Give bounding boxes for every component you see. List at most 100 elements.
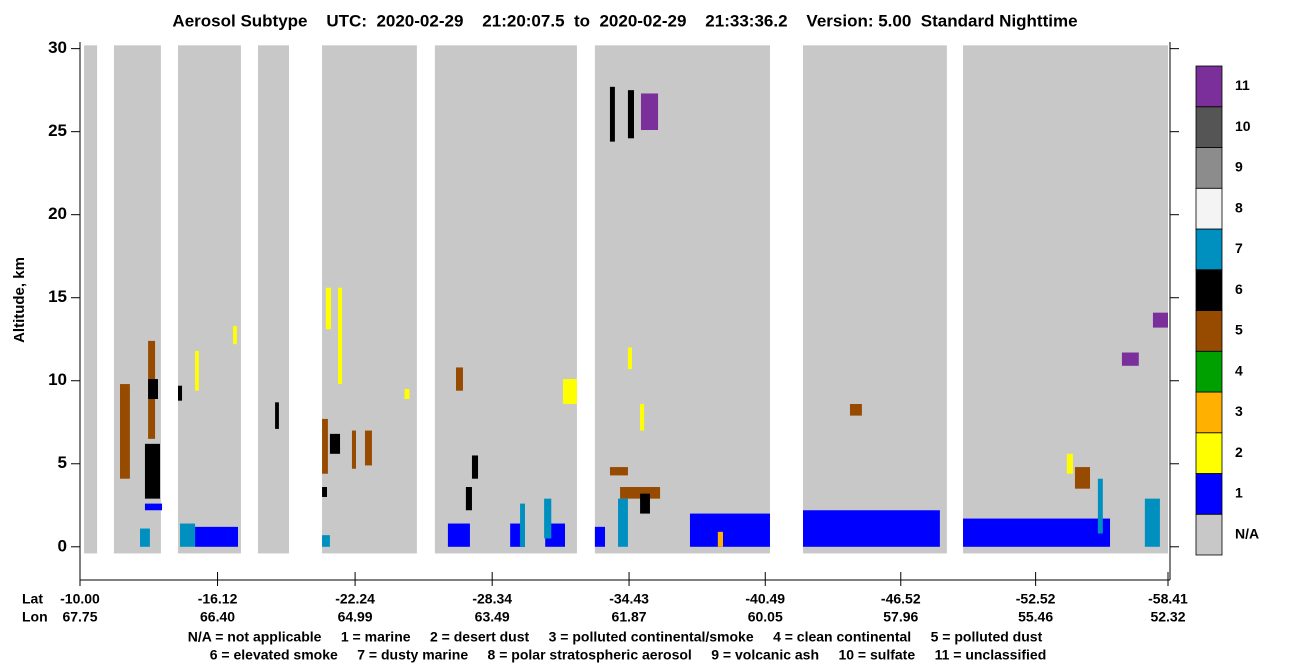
y-tick-label: 15 (48, 287, 67, 306)
aerosol-feature (148, 379, 158, 400)
y-tick-label: 20 (48, 204, 67, 223)
aerosol-feature (1074, 467, 1091, 489)
lon-tick-label: 63.49 (475, 609, 510, 625)
aerosol-feature (544, 498, 552, 539)
colorbar-swatch (1195, 310, 1223, 352)
plot-area (84, 45, 1168, 554)
x-tick-label: -28.34 (472, 591, 512, 607)
colorbar-label: 6 (1235, 281, 1243, 297)
x-tick-label: -34.43 (609, 591, 649, 607)
y-axis-label: Altitude, km (11, 257, 28, 343)
aerosol-feature (144, 443, 161, 499)
colorbar-swatch (1195, 187, 1223, 230)
colorbar-label: N/A (1235, 525, 1259, 541)
aerosol-feature (640, 93, 659, 131)
colorbar-label: 9 (1235, 159, 1243, 175)
aerosol-feature (144, 503, 163, 511)
lat-label: Lat (22, 591, 43, 607)
legend-line: 6 = elevated smoke 7 = dusty marine 8 = … (210, 647, 1047, 663)
aerosol-feature (609, 86, 615, 142)
colorbar-label: 11 (1235, 77, 1250, 93)
aerosol-feature (180, 523, 196, 547)
aerosol-feature (627, 347, 632, 370)
colorbar-label: 1 (1235, 485, 1243, 501)
colorbar-label: 4 (1235, 362, 1243, 378)
chart-title: Aerosol Subtype UTC: 2020-02-29 21:20:07… (172, 11, 1077, 30)
y-tick-label: 25 (48, 121, 67, 140)
aerosol-feature (609, 467, 628, 476)
aerosol-feature (195, 526, 238, 547)
colorbar-swatch (1195, 106, 1223, 148)
aerosol-feature (520, 503, 525, 547)
colorbar-swatch (1195, 391, 1223, 434)
no-data-profile (963, 45, 1168, 554)
aerosol-feature (351, 430, 356, 469)
aerosol-feature (275, 402, 279, 429)
aerosol-feature (640, 493, 650, 514)
aerosol-feature (618, 498, 628, 547)
lon-tick-label: 55.46 (1018, 609, 1053, 625)
no-data-profile (177, 45, 241, 554)
aerosol-feature (594, 526, 606, 547)
x-tick-label: -10.00 (60, 591, 100, 607)
aerosol-feature (177, 385, 183, 401)
aerosol-feature (120, 384, 130, 479)
aerosol-feature (627, 90, 635, 139)
aerosol-feature (1121, 352, 1139, 366)
aerosol-feature (322, 418, 328, 474)
aerosol-feature (1066, 453, 1073, 474)
y-tick-label: 30 (48, 38, 67, 57)
aerosol-feature (338, 287, 343, 385)
lon-tick-label: 64.99 (338, 609, 373, 625)
x-tick-label: -22.24 (335, 591, 375, 607)
aerosol-feature (325, 287, 332, 330)
x-tick-label: -58.41 (1148, 591, 1188, 607)
y-tick-label: 5 (58, 453, 67, 472)
y-tick-label: 10 (48, 370, 67, 389)
aerosol-feature (849, 403, 862, 416)
aerosol-feature (404, 389, 410, 400)
aerosol-feature (322, 535, 330, 547)
colorbar-label: 10 (1235, 118, 1251, 134)
x-tick-label: -40.49 (745, 591, 785, 607)
colorbar-label: 5 (1235, 322, 1243, 338)
colorbar-swatch (1195, 228, 1223, 271)
no-data-profile (594, 45, 770, 554)
aerosol-feature (1144, 498, 1160, 547)
no-data-profile (803, 45, 947, 554)
aerosol-feature (1097, 478, 1103, 534)
colorbar-swatch (1195, 269, 1223, 311)
no-data-profile (434, 45, 577, 554)
lon-tick-label: 57.96 (883, 609, 918, 625)
aerosol-feature (640, 403, 645, 431)
aerosol-feature (233, 325, 237, 345)
aerosol-feature (963, 518, 1111, 547)
aerosol-feature (803, 510, 940, 547)
x-tick-label: -46.52 (881, 591, 921, 607)
aerosol-feature (195, 350, 199, 391)
y-tick-label: 0 (58, 536, 67, 555)
colorbar-swatch (1195, 65, 1223, 108)
no-data-profile (84, 45, 98, 554)
aerosol-feature (447, 523, 470, 547)
aerosol-feature (689, 513, 770, 547)
lon-tick-label: 60.05 (748, 609, 783, 625)
x-tick-label: -52.52 (1016, 591, 1056, 607)
colorbar-swatch (1195, 350, 1223, 393)
x-tick-label: -16.12 (198, 591, 238, 607)
aerosol-feature (322, 487, 327, 497)
colorbar-label: 7 (1235, 240, 1243, 256)
colorbar-swatch (1195, 513, 1223, 556)
aerosol-feature (1152, 312, 1168, 328)
aerosol-feature (465, 487, 472, 511)
colorbar-swatch (1195, 432, 1223, 474)
aerosol-feature (620, 487, 661, 499)
lon-tick-label: 67.75 (62, 609, 97, 625)
aerosol-feature (364, 430, 372, 466)
aerosol-feature (717, 531, 724, 547)
no-data-profile (257, 45, 290, 554)
colorbar-swatch (1195, 473, 1223, 515)
legend-line: N/A = not applicable 1 = marine 2 = dese… (188, 629, 1043, 645)
aerosol-feature (471, 455, 479, 479)
